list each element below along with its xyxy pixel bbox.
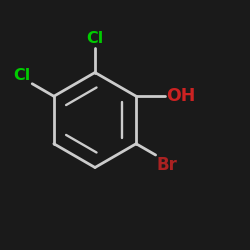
Text: OH: OH [166,87,196,105]
Text: Cl: Cl [14,68,31,82]
Text: Cl: Cl [86,31,104,46]
Text: Br: Br [157,156,178,174]
